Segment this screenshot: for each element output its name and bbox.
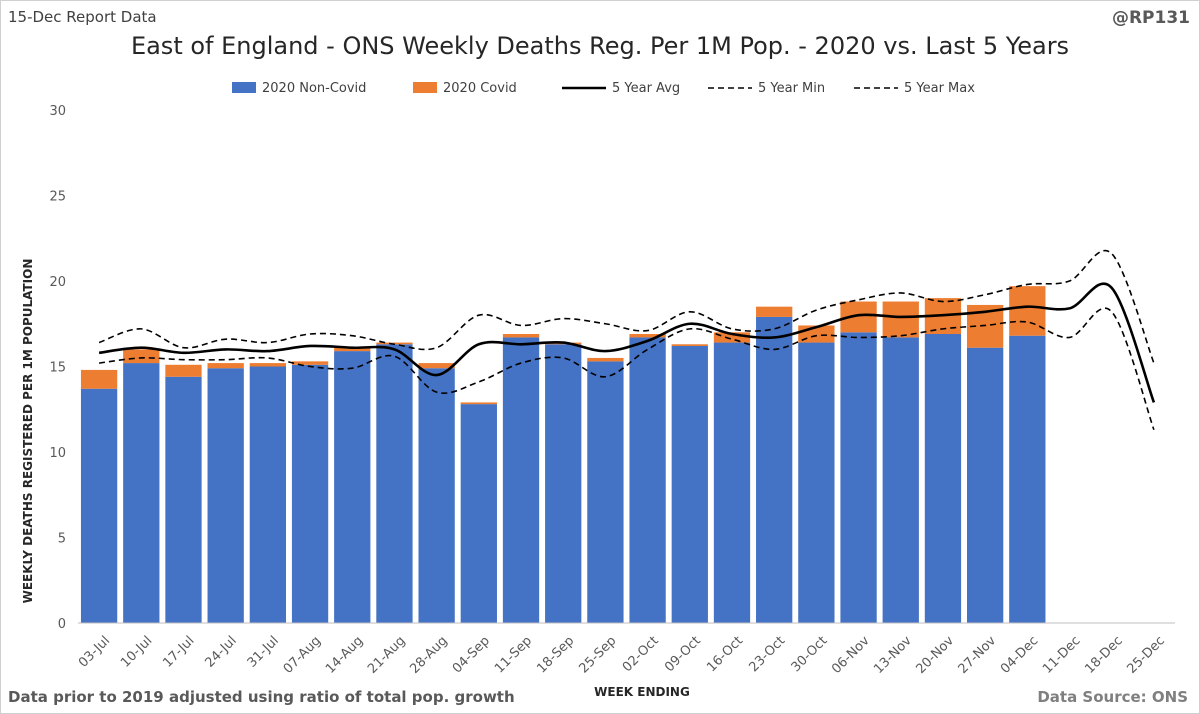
x-tick-label: 25-Dec (1125, 633, 1168, 676)
bar-covid (671, 344, 708, 346)
report-label: 15-Dec Report Data (8, 8, 157, 26)
bar-covid (882, 301, 919, 338)
x-tick-label: 24-Jul (202, 633, 239, 670)
bar-covid (207, 363, 244, 369)
x-tick-label: 31-Jul (245, 633, 282, 670)
bar-non-covid (207, 368, 244, 623)
x-tick-label: 04-Sep (450, 633, 493, 676)
bar-non-covid (756, 316, 793, 623)
x-tick-label: 23-Oct (746, 633, 788, 675)
legend-label: 2020 Non-Covid (262, 81, 366, 96)
bar-non-covid (291, 364, 329, 623)
x-tick-label: 16-Oct (704, 633, 746, 675)
legend-swatch (413, 82, 437, 93)
x-axis: 03-Jul 10-Jul 17-Jul 24-Jul 31-Jul07-Aug14-A… (76, 622, 1175, 677)
bar-non-covid (80, 388, 118, 623)
x-tick-label: 09-Oct (662, 633, 704, 675)
x-tick-label: 14-Aug (323, 633, 366, 676)
bar-non-covid (376, 344, 413, 623)
x-tick-label: 18-Sep (534, 633, 577, 676)
legend-swatch (232, 82, 256, 93)
x-tick-label: 27-Nov (956, 633, 1000, 677)
y-tick-label: 15 (49, 361, 66, 376)
bar-covid (334, 347, 371, 352)
x-tick-label: 18-Dec (1082, 633, 1125, 676)
x-tick-label: 11-Sep (492, 633, 535, 676)
x-axis-title: WEEK ENDING (594, 685, 690, 699)
y-tick-label: 30 (49, 104, 66, 119)
y-tick-label: 5 (58, 532, 66, 547)
bar-covid (123, 349, 160, 364)
bar-non-covid (840, 332, 877, 623)
bar-covid (376, 342, 413, 345)
y-tick-label: 20 (49, 275, 66, 290)
lines (98, 250, 1156, 431)
bar-non-covid (502, 337, 540, 623)
bar-non-covid (249, 366, 287, 623)
bar-non-covid (123, 363, 160, 623)
bar-non-covid (671, 345, 708, 623)
x-tick-label: 03-Jul (76, 633, 113, 670)
x-tick-label: 25-Sep (576, 633, 619, 676)
x-tick-label: 10-Jul (118, 633, 155, 670)
author-handle: @RP131 (1111, 8, 1190, 28)
legend: 2020 Non-Covid 2020 Covid 5 Year Avg 5 Year… (232, 81, 975, 96)
bar-non-covid (545, 344, 582, 623)
bar-covid (291, 361, 329, 365)
data-source: Data Source: ONS (1037, 688, 1188, 706)
legend-label: 5 Year Avg (612, 81, 680, 96)
line-5yr-max (98, 250, 1155, 364)
bar-covid (756, 306, 793, 317)
footnote: Data prior to 2019 adjusted using ratio … (8, 688, 515, 706)
bar-non-covid (165, 376, 202, 623)
bar-covid (418, 363, 455, 369)
x-tick-label: 06-Nov (829, 633, 873, 677)
x-tick-label: 20-Nov (913, 633, 957, 677)
x-tick-label: 17-Jul (160, 633, 197, 670)
x-tick-label: 02-Oct (620, 633, 662, 675)
bar-non-covid (924, 334, 962, 623)
bar-covid (249, 363, 287, 367)
bar-non-covid (334, 351, 371, 623)
legend-label: 2020 Covid (443, 81, 517, 96)
y-tick-label: 10 (49, 446, 66, 461)
bar-non-covid (460, 404, 497, 623)
line-5yr-avg (98, 282, 1156, 403)
x-tick-label: 07-Aug (281, 633, 324, 676)
bar-covid (460, 402, 497, 405)
bar-non-covid (713, 342, 751, 623)
x-tick-label: 30-Oct (789, 633, 831, 675)
bar-covid (713, 332, 751, 343)
bar-non-covid (629, 337, 666, 623)
bar-non-covid (966, 347, 1004, 623)
bar-covid (502, 334, 540, 338)
legend-label: 5 Year Max (904, 81, 975, 96)
bar-covid (629, 334, 666, 338)
chart-title: East of England - ONS Weekly Deaths Reg.… (130, 32, 1070, 60)
bar-non-covid (587, 361, 624, 623)
line-5yr-min (99, 307, 1155, 431)
y-axis: 0 5 10 15 20 25 30 (49, 104, 66, 632)
x-tick-label: 21-Aug (365, 633, 408, 676)
x-tick-label: 28-Aug (407, 633, 450, 676)
bar-non-covid (1009, 335, 1046, 623)
bar-non-covid (798, 342, 835, 623)
bar-covid (80, 369, 118, 389)
bar-covid (165, 364, 202, 377)
bar-covid (1009, 286, 1046, 336)
bar-covid (587, 357, 624, 362)
y-tick-label: 25 (49, 190, 66, 205)
bar-non-covid (418, 368, 455, 623)
y-tick-label: 0 (58, 617, 66, 632)
bars (80, 286, 1046, 623)
bar-non-covid (882, 337, 919, 623)
x-tick-label: 11-Dec (1040, 633, 1083, 676)
x-tick-label: 13-Nov (871, 633, 915, 677)
x-tick-label: 04-Dec (998, 633, 1041, 676)
legend-label: 5 Year Min (758, 81, 825, 96)
y-axis-title: WEEKLY DEATHS REGISTERED PER 1M POPULATI… (21, 259, 35, 604)
